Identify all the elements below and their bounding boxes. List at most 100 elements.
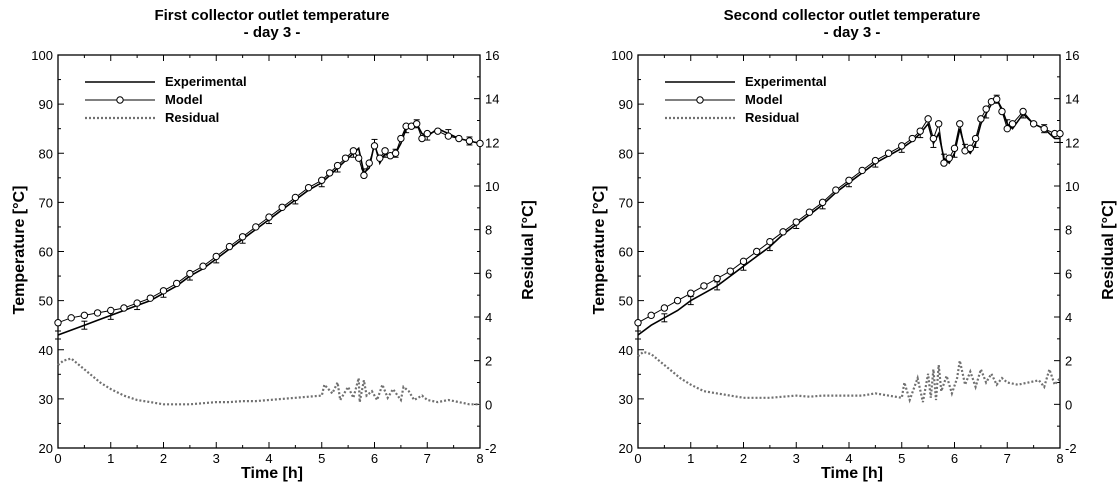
model-point	[349, 147, 358, 155]
model-point	[67, 314, 75, 322]
model-point	[792, 218, 800, 226]
y2-tick-label: 10	[485, 179, 499, 194]
y-tick-label: 90	[39, 97, 53, 112]
model-point	[1056, 129, 1064, 138]
y-tick-label: 20	[39, 441, 53, 456]
model-point	[341, 154, 350, 162]
model-point	[381, 147, 389, 155]
y-tick-label: 40	[619, 343, 633, 358]
model-point	[950, 144, 959, 153]
model-point	[434, 127, 442, 135]
y2-tick-label: 16	[485, 48, 499, 63]
y2-tick-label: 0	[485, 397, 492, 412]
y-tick-label: 70	[39, 195, 53, 210]
model-point	[940, 159, 948, 167]
model-point	[278, 203, 286, 211]
y2-tick-label: 2	[485, 354, 492, 369]
y-tick-label: 50	[619, 294, 633, 309]
legend-label-residual: Residual	[745, 110, 799, 125]
model-point	[966, 144, 975, 153]
x-tick-label: 5	[318, 451, 325, 466]
model-point	[365, 159, 373, 167]
x-tick-label: 3	[793, 451, 800, 466]
model-point	[120, 304, 128, 312]
legend-label-experimental: Experimental	[745, 74, 827, 89]
x-axis-label: Time [h]	[821, 465, 883, 482]
model-point	[455, 134, 463, 143]
x-axis-label: Time [h]	[241, 465, 303, 482]
chart-panel-second-collector: Second collector outlet temperature - da…	[580, 0, 1120, 483]
legend-label-model: Model	[165, 92, 203, 107]
x-tick-label: 0	[54, 451, 61, 466]
model-point	[998, 107, 1006, 116]
model-point	[884, 149, 893, 157]
y2-tick-label: -2	[485, 441, 497, 456]
series-line-experimental	[637, 97, 1060, 336]
model-point	[476, 139, 484, 148]
legend-label-experimental: Experimental	[165, 74, 247, 89]
y-axis-label: Temperature [°C]	[591, 186, 608, 315]
model-point	[146, 294, 155, 302]
model-point	[993, 95, 1001, 103]
model-point	[673, 296, 682, 305]
model-point	[1008, 120, 1017, 128]
model-point	[945, 154, 953, 162]
model-point	[924, 115, 932, 123]
y-tick-label: 30	[39, 392, 53, 407]
model-point	[660, 304, 669, 312]
y-tick-label: 80	[39, 146, 53, 161]
model-point	[133, 299, 141, 307]
y-tick-label: 60	[619, 245, 633, 260]
y-tick-label: 20	[619, 441, 633, 456]
model-point	[977, 115, 985, 123]
series-line-model	[637, 98, 1060, 324]
model-point	[291, 193, 300, 202]
y2-tick-label: -2	[1065, 441, 1077, 456]
model-point	[779, 228, 787, 236]
model-point	[934, 120, 943, 128]
model-point	[752, 247, 761, 256]
model-point	[647, 311, 655, 320]
model-point	[318, 176, 326, 184]
chart-title: First collector outlet temperature	[154, 7, 389, 24]
x-tick-label: 4	[265, 451, 272, 466]
model-point	[238, 233, 247, 241]
model-point	[898, 142, 906, 150]
model-point	[687, 289, 695, 297]
y-tick-label: 50	[39, 294, 53, 309]
y-tick-label: 30	[619, 392, 633, 407]
x-tick-label: 8	[1056, 451, 1063, 466]
model-point	[360, 171, 368, 180]
y2-tick-label: 8	[485, 223, 492, 238]
model-point	[713, 274, 721, 283]
y-axis-label: Temperature [°C]	[11, 186, 28, 315]
model-point	[80, 311, 89, 320]
x-tick-label: 4	[845, 451, 852, 466]
chart-panel-first-collector: First collector outlet temperature - day…	[11, 7, 537, 482]
y2-axis-label: Residual [°C]	[1100, 200, 1117, 300]
model-point	[634, 319, 642, 327]
y-tick-label: 100	[611, 48, 633, 63]
y2-tick-label: 4	[1065, 310, 1072, 325]
model-point	[1029, 120, 1038, 128]
model-point	[1040, 124, 1048, 133]
legend-swatch-model-marker	[696, 96, 704, 104]
plot-area: 0 1 2 3 4 5 6 7 82030405060708090100-20246810121…	[31, 48, 499, 466]
chart-subtitle: - day 3 -	[824, 24, 881, 41]
x-tick-label: 7	[1004, 451, 1011, 466]
model-point	[107, 306, 115, 315]
series-line-residual	[57, 357, 480, 406]
x-tick-label: 1	[687, 451, 694, 466]
model-point	[444, 132, 453, 140]
plot-area: 0 1 2 3 4 5 6 7 82030405060708090100-20246810121…	[611, 48, 1079, 466]
y-tick-label: 60	[39, 245, 53, 260]
model-point	[54, 319, 62, 327]
legend: Experimental Model Residual	[665, 74, 827, 125]
model-point	[172, 279, 181, 288]
chart-subtitle: - day 3 -	[244, 24, 301, 41]
series-line-residual	[637, 350, 1061, 404]
model-point	[225, 242, 234, 251]
model-point	[93, 309, 102, 317]
model-point	[858, 166, 866, 175]
x-tick-label: 5	[898, 451, 905, 466]
